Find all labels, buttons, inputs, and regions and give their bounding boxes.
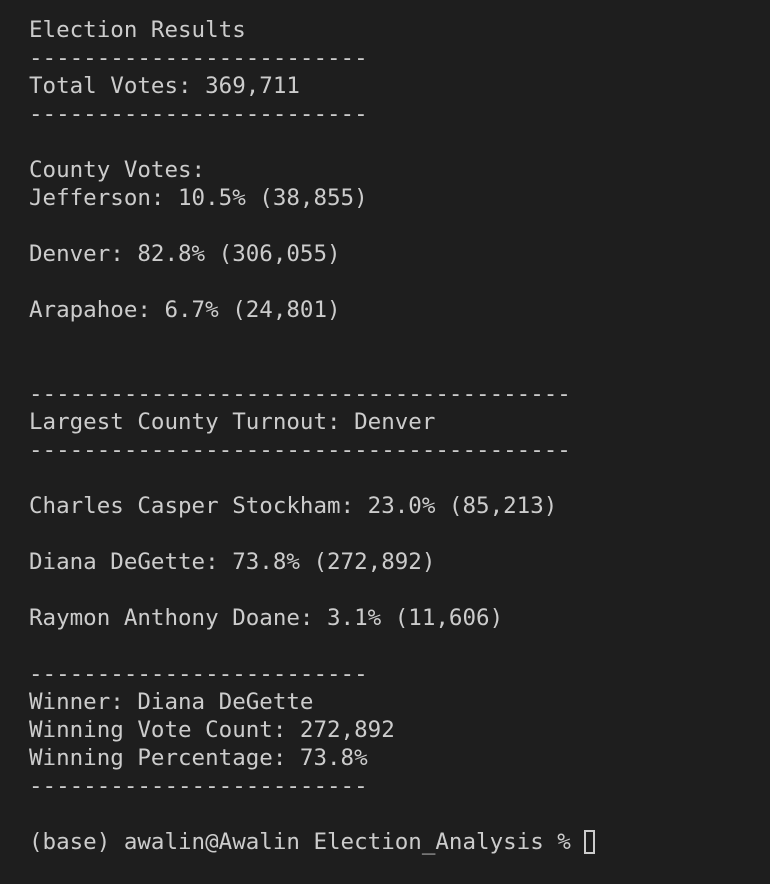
results-title: Election Results bbox=[29, 17, 246, 43]
largest-county-turnout: Largest County Turnout: Denver bbox=[29, 409, 436, 435]
blank-line bbox=[29, 128, 770, 156]
blank-line bbox=[29, 352, 770, 380]
winning-percentage: Winning Percentage: 73.8% bbox=[29, 745, 368, 771]
separator-long: ---------------------------------------- bbox=[29, 437, 571, 463]
county-votes-header: County Votes: bbox=[29, 157, 206, 183]
blank-line bbox=[29, 324, 770, 352]
separator-short: ------------------------- bbox=[29, 101, 368, 127]
separator-long: ---------------------------------------- bbox=[29, 381, 571, 407]
separator-short: ------------------------- bbox=[29, 661, 368, 687]
county-line-arapahoe: Arapahoe: 6.7% (24,801) bbox=[29, 297, 341, 323]
shell-prompt: (base) awalin@Awalin Election_Analysis % bbox=[29, 829, 571, 855]
shell-prompt-line[interactable]: (base) awalin@Awalin Election_Analysis % bbox=[29, 828, 770, 856]
separator-short: ------------------------- bbox=[29, 773, 368, 799]
blank-line bbox=[29, 800, 770, 828]
county-line-denver: Denver: 82.8% (306,055) bbox=[29, 241, 341, 267]
blank-line bbox=[29, 576, 770, 604]
total-votes: Total Votes: 369,711 bbox=[29, 73, 300, 99]
blank-line bbox=[29, 268, 770, 296]
county-line-jefferson: Jefferson: 10.5% (38,855) bbox=[29, 185, 368, 211]
blank-line bbox=[29, 632, 770, 660]
blank-line bbox=[29, 520, 770, 548]
separator-short: ------------------------- bbox=[29, 45, 368, 71]
blank-line bbox=[29, 212, 770, 240]
candidate-line-doane: Raymon Anthony Doane: 3.1% (11,606) bbox=[29, 605, 504, 631]
blank-line bbox=[29, 464, 770, 492]
candidate-line-degette: Diana DeGette: 73.8% (272,892) bbox=[29, 549, 436, 575]
winning-vote-count: Winning Vote Count: 272,892 bbox=[29, 717, 395, 743]
winner-line: Winner: Diana DeGette bbox=[29, 689, 314, 715]
terminal-cursor[interactable] bbox=[583, 830, 595, 854]
candidate-line-stockham: Charles Casper Stockham: 23.0% (85,213) bbox=[29, 493, 558, 519]
